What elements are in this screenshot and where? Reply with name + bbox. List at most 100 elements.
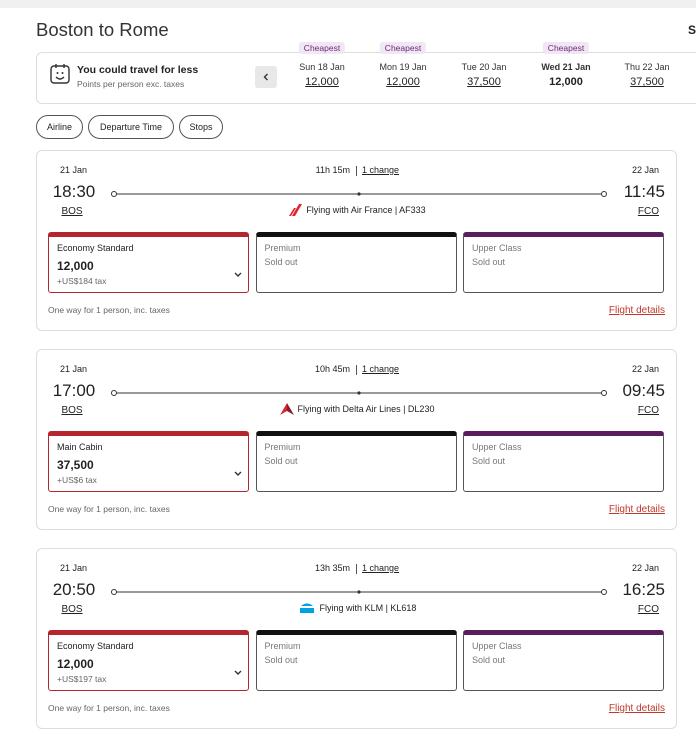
- fare-box[interactable]: Economy Standard 12,000 +US$184 tax: [48, 232, 249, 293]
- fare-box: Upper Class Sold out: [463, 431, 664, 492]
- date-label: Sun 18 Jan: [299, 62, 345, 72]
- fare-box[interactable]: Economy Standard 12,000 +US$197 tax: [48, 630, 249, 691]
- depart-time: 17:00: [52, 381, 96, 400]
- date-option[interactable]: Tue 20 Jan 37,500: [446, 42, 522, 98]
- fare-name: Economy Standard: [57, 641, 134, 651]
- airline-logo: [288, 204, 303, 216]
- airline-logo: [279, 403, 294, 415]
- fare-tax: +US$6 tax: [57, 475, 97, 485]
- flight-card: 21 Jan 18:30 BOS 22 Jan 11:45 FCO 11h 15m 1 cha…: [36, 150, 677, 331]
- fare-points: 12,000: [57, 259, 94, 273]
- depart-date: 21 Jan: [60, 364, 88, 374]
- fare-status: Sold out: [472, 257, 506, 267]
- date-option[interactable]: Thu 22 Jan 37,500: [609, 42, 685, 98]
- separator: [356, 166, 357, 176]
- carrier-row: Flying with KLM | KL618: [197, 602, 517, 614]
- date-label: Thu 22 Jan: [624, 62, 670, 72]
- filter-pill[interactable]: Stops: [179, 115, 223, 139]
- promo-subtitle: Points per person exc. taxes: [77, 79, 185, 89]
- route-line: [109, 584, 609, 595]
- arrive-time: 09:45: [622, 381, 665, 400]
- duration: 13h 35m: [314, 563, 350, 573]
- arrive-time: 16:25: [622, 580, 665, 599]
- depart-airport: BOS: [61, 405, 83, 416]
- cheapest-badge: Cheapest: [298, 42, 346, 54]
- carrier-row: Flying with Delta Air Lines | DL230: [197, 403, 517, 415]
- date-option[interactable]: Cheapest Sun 18 Jan 12,000: [284, 42, 360, 98]
- fare-box: Upper Class Sold out: [463, 630, 664, 691]
- fare-status: Sold out: [264, 257, 298, 267]
- duration: 11h 15m: [315, 165, 350, 175]
- depart-airport: BOS: [61, 604, 83, 615]
- prev-button[interactable]: [255, 66, 277, 88]
- depart-date: 21 Jan: [60, 563, 88, 573]
- arrive-airport: FCO: [637, 206, 659, 217]
- carrier-row: Flying with Air France | AF333: [197, 204, 517, 216]
- promo-icon: [50, 64, 70, 84]
- fare-box: Premium Sold out: [255, 232, 457, 293]
- depart-time: 20:50: [52, 580, 96, 599]
- date-option[interactable]: Cheapest Mon 19 Jan 12,000: [365, 42, 441, 98]
- filter-pill[interactable]: Departure Time: [88, 115, 174, 139]
- footnote: One way for 1 person, inc. taxes: [48, 305, 170, 315]
- fare-tax: +US$197 tax: [57, 674, 107, 684]
- fare-name: Premium: [264, 243, 301, 253]
- flight-card: 21 Jan 20:50 BOS 22 Jan 16:25 FCO 13h 35m 1 cha…: [36, 548, 677, 729]
- fare-tax: +US$184 tax: [57, 276, 107, 286]
- date-option[interactable]: Cheapest Wed 21 Jan 12,000: [528, 42, 604, 98]
- filter-pill[interactable]: Airline: [36, 115, 83, 139]
- flight-details-link[interactable]: Flight details: [608, 504, 665, 515]
- flight-details-link[interactable]: Flight details: [608, 703, 665, 714]
- fare-status: Sold out: [264, 456, 298, 466]
- fare-box: Upper Class Sold out: [463, 232, 664, 293]
- fare-box: Premium Sold out: [255, 630, 457, 691]
- separator: [356, 564, 357, 574]
- date-strip: [36, 52, 696, 104]
- date-points: 37,500: [630, 76, 664, 88]
- date-label: Wed 21 Jan: [541, 62, 591, 72]
- fare-points: 12,000: [57, 657, 94, 671]
- fare-name: Upper Class: [472, 641, 522, 651]
- fare-name: Main Cabin: [57, 442, 103, 452]
- fare-points: 37,500: [57, 458, 94, 472]
- changes-link[interactable]: 1 change: [362, 563, 400, 573]
- depart-airport: BOS: [61, 206, 83, 217]
- depart-date: 21 Jan: [60, 165, 88, 175]
- fare-status: Sold out: [472, 655, 506, 665]
- date-points: 12,000: [305, 76, 339, 88]
- route-line: [109, 186, 609, 197]
- footnote: One way for 1 person, inc. taxes: [48, 504, 170, 514]
- fare-name: Upper Class: [472, 243, 522, 253]
- chevron: [234, 265, 242, 277]
- date-label: Tue 20 Jan: [461, 62, 507, 72]
- fare-status: Sold out: [472, 456, 506, 466]
- top-strip: [0, 0, 696, 8]
- cut-text: S: [688, 23, 696, 37]
- airline-logo: [298, 602, 316, 614]
- fare-name: Premium: [264, 442, 301, 452]
- page-title: Boston to Rome: [36, 19, 169, 40]
- date-label: Mon 19 Jan: [379, 62, 427, 72]
- arrive-time: 11:45: [623, 182, 665, 201]
- flight-details-link[interactable]: Flight details: [608, 305, 665, 316]
- arrive-date: 22 Jan: [631, 364, 659, 374]
- arrive-airport: FCO: [637, 604, 659, 615]
- cheapest-badge: Cheapest: [379, 42, 427, 54]
- carrier-text: Flying with Air France | AF333: [306, 205, 426, 215]
- date-points: 12,000: [386, 76, 420, 88]
- footnote: One way for 1 person, inc. taxes: [48, 703, 170, 713]
- fare-name: Premium: [264, 641, 301, 651]
- fare-box[interactable]: Main Cabin 37,500 +US$6 tax: [48, 431, 249, 492]
- route-line: [109, 385, 609, 396]
- cheapest-badge: Cheapest: [542, 42, 590, 54]
- changes-link[interactable]: 1 change: [362, 364, 400, 374]
- fare-name: Economy Standard: [57, 243, 134, 253]
- promo-title: You could travel for less: [77, 64, 199, 76]
- arrive-date: 22 Jan: [631, 563, 659, 573]
- arrive-airport: FCO: [637, 405, 659, 416]
- fare-name: Upper Class: [472, 442, 522, 452]
- chevron: [234, 663, 242, 675]
- duration: 10h 45m: [314, 364, 350, 374]
- date-points: 37,500: [467, 76, 501, 88]
- changes-link[interactable]: 1 change: [362, 165, 400, 175]
